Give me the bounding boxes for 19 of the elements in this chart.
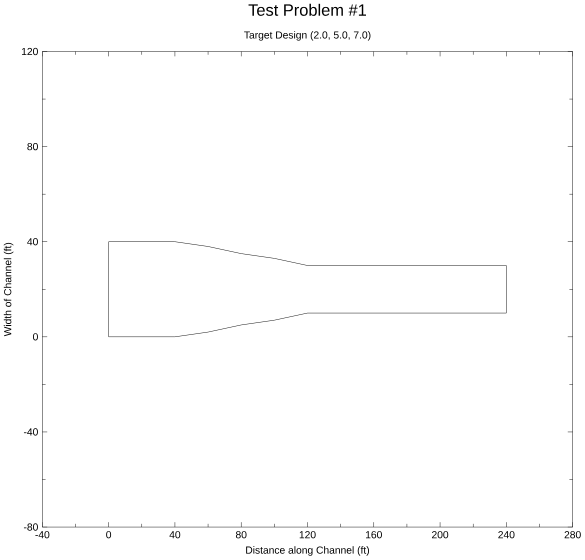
x-tick-label: 0 <box>106 531 112 539</box>
x-tick-label: 280 <box>564 531 581 539</box>
y-axis-title: Width of Channel (ft) <box>4 243 14 337</box>
chart-title: Test Problem #1 <box>248 4 366 16</box>
x-tick-label: -40 <box>35 531 50 539</box>
chart-subtitle: Target Design (2.0, 5.0, 7.0) <box>244 31 370 41</box>
x-tick-label: 200 <box>432 531 448 539</box>
y-tick-label: 80 <box>27 143 38 150</box>
y-tick-label: -80 <box>24 524 38 531</box>
x-tick-label: 120 <box>300 531 316 539</box>
x-tick-label: 160 <box>366 531 382 539</box>
y-tick-label: 0 <box>33 333 38 341</box>
x-tick-label: 80 <box>236 531 247 539</box>
x-tick-label: 240 <box>498 531 515 539</box>
y-tick-label: -40 <box>24 428 38 436</box>
x-axis-title: Distance along Channel (ft) <box>246 546 370 556</box>
y-tick-label: 40 <box>27 238 38 246</box>
y-tick-label: 120 <box>22 48 38 56</box>
x-tick-label: 40 <box>169 531 180 539</box>
